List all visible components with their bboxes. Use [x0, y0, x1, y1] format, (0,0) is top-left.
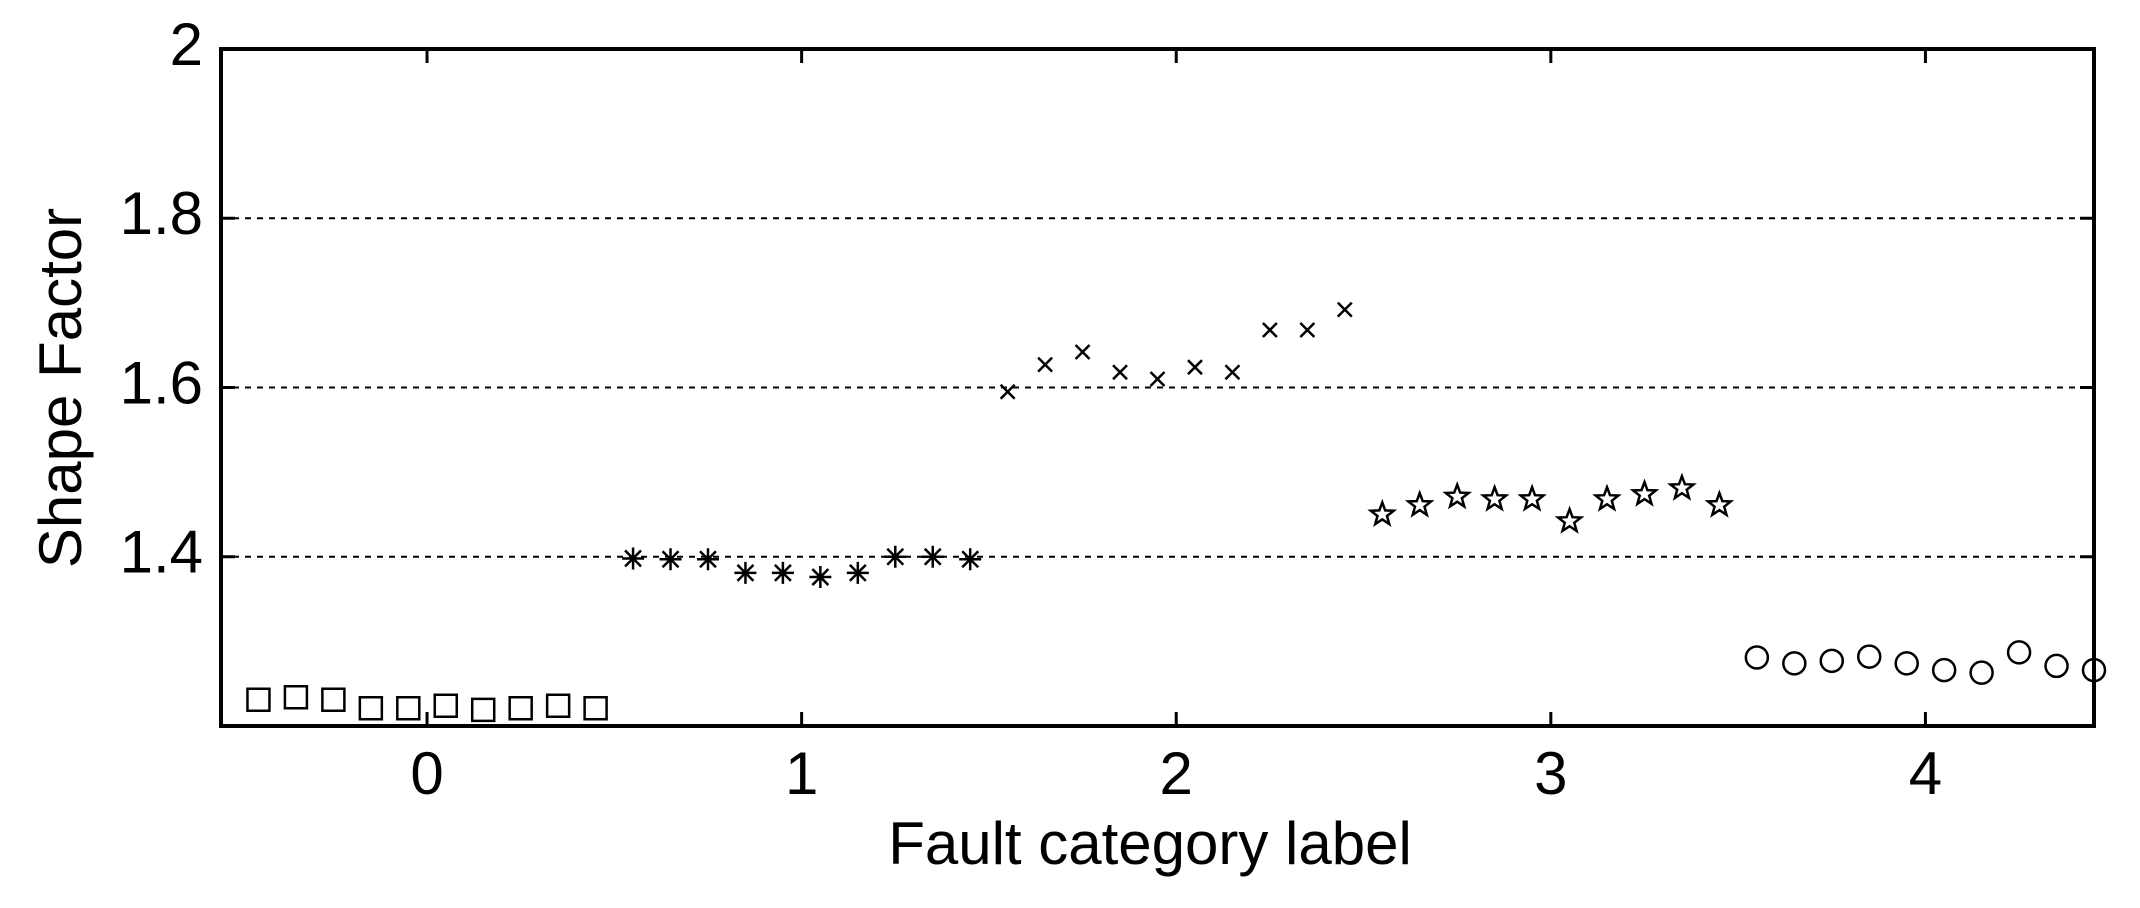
point [283, 684, 309, 710]
point [1856, 644, 1882, 669]
y-tick-label: 1.4 [120, 519, 203, 586]
x-tick-label: 0 [410, 740, 443, 807]
point [622, 547, 645, 570]
point [1187, 359, 1203, 376]
point [1667, 472, 1697, 501]
point [1931, 657, 1957, 683]
point [2081, 657, 2107, 683]
point [999, 383, 1016, 400]
point [1554, 505, 1585, 534]
point [2006, 640, 2032, 665]
point [1819, 648, 1845, 674]
point [1336, 301, 1353, 318]
point [2044, 653, 2069, 679]
point [1261, 322, 1278, 338]
point [508, 695, 533, 721]
point [1037, 356, 1054, 373]
point [1744, 645, 1770, 670]
point [1442, 481, 1473, 510]
y-tick-label: 1.8 [120, 180, 203, 247]
y-tick-label: 2 [170, 11, 203, 78]
x-tick-label: 2 [1160, 740, 1193, 807]
point [696, 548, 719, 571]
point [1782, 651, 1807, 676]
point [583, 695, 608, 721]
y-tick-label: 1.6 [120, 349, 203, 416]
point [1629, 478, 1660, 507]
point [1149, 371, 1166, 387]
point [358, 695, 384, 721]
point [809, 566, 832, 589]
point [1704, 489, 1735, 518]
point [396, 695, 421, 721]
point [846, 561, 869, 584]
x-tick-label: 3 [1534, 740, 1567, 807]
point [1479, 483, 1510, 512]
point [1969, 660, 1994, 685]
point [771, 561, 794, 584]
point [734, 561, 757, 584]
point [921, 545, 944, 568]
point [470, 697, 496, 723]
point [1894, 651, 1919, 676]
point [1404, 489, 1435, 518]
point [1074, 344, 1091, 360]
x-tick-label: 1 [785, 740, 818, 807]
point [1517, 483, 1547, 512]
point [246, 687, 271, 713]
plot-frame [219, 47, 2096, 728]
point [884, 545, 907, 568]
point [321, 687, 346, 713]
x-tick-label: 4 [1909, 740, 1942, 807]
point [959, 548, 982, 571]
point [1367, 498, 1398, 528]
point [1112, 364, 1128, 381]
y-axis-label: Shape Factor [27, 208, 94, 568]
point [545, 693, 571, 718]
point [1224, 364, 1241, 381]
point [659, 548, 682, 571]
point [1299, 322, 1316, 338]
point [433, 693, 459, 718]
x-axis-label: Fault category label [888, 810, 1412, 877]
point [1592, 483, 1622, 512]
